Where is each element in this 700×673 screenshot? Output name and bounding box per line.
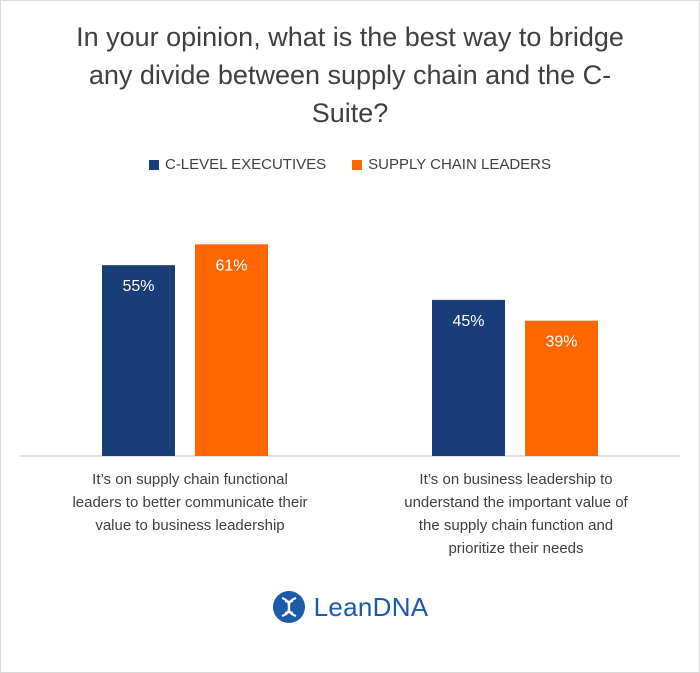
- bar-c-level-1: [102, 265, 175, 456]
- chart-legend: C-LEVEL EXECUTIVES SUPPLY CHAIN LEADERS: [0, 156, 700, 173]
- data-label-c-level-2: 45%: [452, 313, 484, 330]
- data-label-supply-chain-1: 61%: [215, 257, 247, 274]
- bar-supply-chain-1: [195, 244, 268, 456]
- chart-title: In your opinion, what is the best way to…: [76, 22, 624, 128]
- legend-swatch-supply-chain: [352, 159, 363, 170]
- leandna-logo: LeanDNA: [0, 590, 700, 624]
- data-label-supply-chain-2: 39%: [545, 334, 577, 351]
- legend-swatch-c-level: [148, 159, 159, 170]
- bar-c-level-2: [432, 299, 505, 456]
- legend-item-supply-chain: SUPPLY CHAIN LEADERS: [352, 156, 551, 173]
- category-label-business-leadership: It’s on business leadership to understan…: [404, 471, 628, 557]
- legend-item-c-level: C-LEVEL EXECUTIVES: [148, 156, 327, 173]
- bar-supply-chain-2: [525, 320, 598, 456]
- legend-label-supply-chain: SUPPLY CHAIN LEADERS: [368, 156, 551, 173]
- data-label-c-level-1: 55%: [122, 278, 154, 295]
- category-label-supply-chain-leaders: It’s on supply chain functional leaders …: [72, 471, 308, 534]
- legend-label-c-level: C-LEVEL EXECUTIVES: [164, 156, 327, 173]
- dna-helix-icon: [272, 591, 305, 623]
- logo-text: LeanDNA: [313, 591, 429, 622]
